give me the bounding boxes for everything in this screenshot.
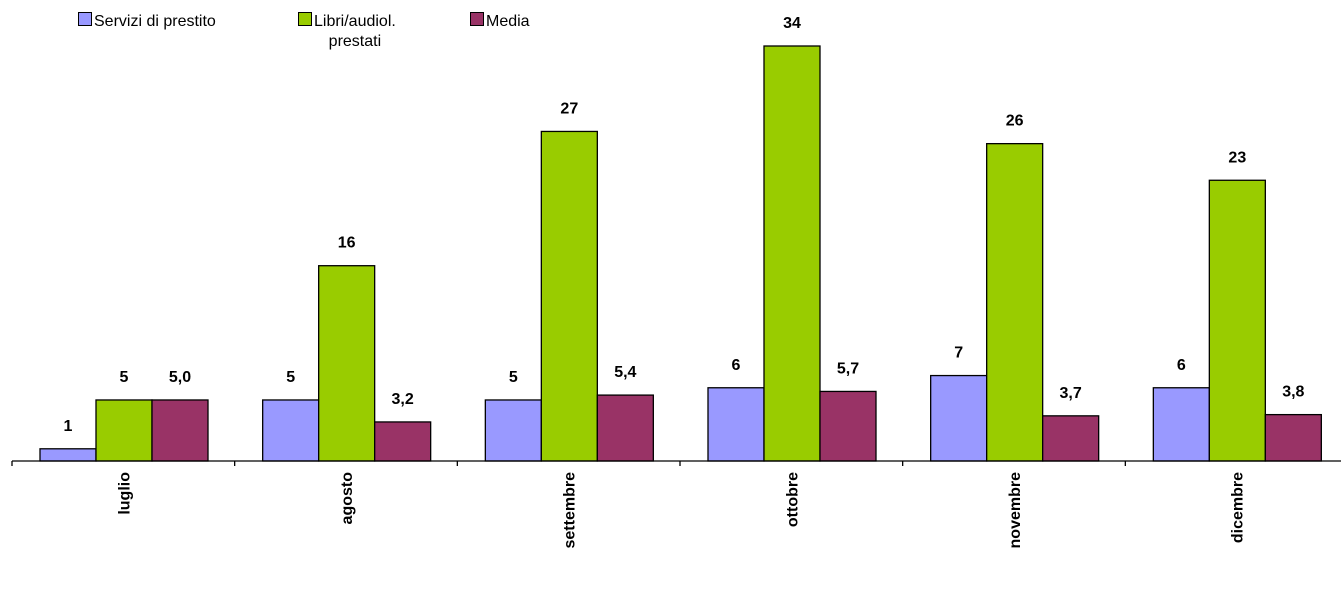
data-label-ottobre-s0: 6 — [732, 357, 741, 374]
data-label-agosto-s2: 3,2 — [392, 391, 414, 408]
bar-ottobre-s2 — [819, 390, 877, 462]
category-label-novembre: novembre — [1007, 472, 1024, 549]
data-label-novembre-s0: 7 — [954, 345, 963, 362]
bar-ottobre-s1 — [763, 45, 821, 462]
legend-swatch-media — [470, 12, 484, 26]
bar-luglio-s1 — [95, 399, 153, 462]
legend-item-libri: Libri/audiol. prestati — [298, 12, 396, 52]
bar-dicembre-s0 — [1152, 387, 1210, 462]
data-label-ottobre-s1: 34 — [783, 15, 801, 32]
bar-novembre-s0 — [930, 374, 988, 462]
data-label-dicembre-s2: 3,8 — [1282, 384, 1304, 401]
category-label-dicembre: dicembre — [1230, 472, 1247, 543]
bar-agosto-s1 — [318, 265, 376, 462]
bar-agosto-s0 — [262, 399, 320, 462]
legend-swatch-libri — [298, 12, 312, 26]
data-label-luglio-s0: 1 — [64, 418, 73, 435]
legend-label-media: Media — [486, 13, 530, 30]
bar-luglio-s0 — [39, 448, 97, 462]
data-label-agosto-s1: 16 — [338, 235, 356, 252]
data-label-luglio-s1: 5 — [120, 369, 129, 386]
bar-agosto-s2 — [374, 421, 432, 462]
bar-settembre-s1 — [540, 130, 598, 462]
data-label-novembre-s2: 3,7 — [1060, 385, 1082, 402]
data-label-luglio-s2: 5,0 — [169, 369, 191, 386]
bar-novembre-s1 — [986, 142, 1044, 462]
data-label-settembre-s2: 5,4 — [614, 364, 636, 381]
legend-item-media: Media — [470, 12, 530, 32]
data-label-dicembre-s1: 23 — [1228, 149, 1246, 166]
category-label-agosto: agosto — [339, 472, 356, 525]
bar-settembre-s2 — [596, 394, 654, 462]
bar-ottobre-s0 — [707, 387, 765, 462]
data-label-dicembre-s0: 6 — [1177, 357, 1186, 374]
legend-swatch-servizi — [78, 12, 92, 26]
bar-luglio-s2 — [151, 399, 209, 462]
data-label-novembre-s1: 26 — [1006, 113, 1024, 130]
category-label-settembre: settembre — [562, 472, 579, 549]
bar-dicembre-s2 — [1264, 413, 1322, 462]
data-label-ottobre-s2: 5,7 — [837, 360, 859, 377]
data-label-settembre-s0: 5 — [509, 369, 518, 386]
legend-label-servizi: Servizi di prestito — [94, 13, 216, 30]
bar-settembre-s0 — [484, 399, 542, 462]
bar-novembre-s2 — [1042, 415, 1100, 462]
legend-label-libri: Libri/audiol. prestati — [314, 13, 396, 50]
category-label-luglio: luglio — [116, 472, 133, 515]
category-label-ottobre: ottobre — [784, 472, 801, 527]
legend-item-servizi: Servizi di prestito — [78, 12, 216, 32]
data-label-agosto-s0: 5 — [286, 369, 295, 386]
data-label-settembre-s1: 27 — [560, 100, 578, 117]
bar-dicembre-s1 — [1208, 179, 1266, 462]
